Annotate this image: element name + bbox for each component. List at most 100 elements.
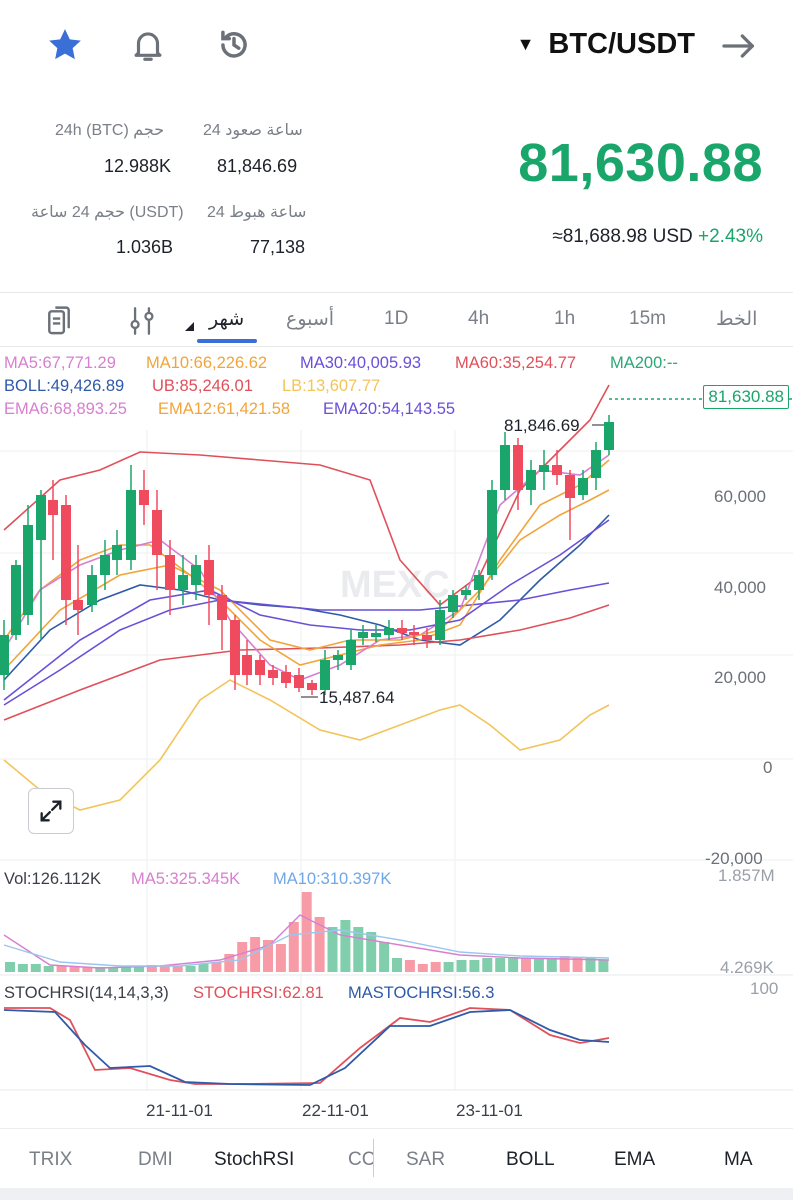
tab-4h[interactable]: 4h bbox=[468, 308, 490, 329]
volume-bar bbox=[172, 966, 183, 972]
legend-boll: BOLL:49,426.89 bbox=[4, 377, 125, 395]
volume-label: Vol:126.112K bbox=[4, 870, 101, 888]
volume-bar bbox=[340, 920, 351, 972]
candle bbox=[139, 490, 149, 505]
pair-selector[interactable]: ▼ BTC/USDT bbox=[517, 28, 695, 61]
bottom-strip bbox=[0, 1188, 793, 1200]
star-icon[interactable] bbox=[44, 24, 86, 66]
volume-bar bbox=[275, 944, 286, 972]
volume-bar bbox=[224, 954, 235, 972]
candle bbox=[320, 660, 330, 690]
tab-1d[interactable]: 1D bbox=[384, 308, 409, 329]
lower-band-line bbox=[3, 679, 610, 811]
volume-bar bbox=[95, 967, 106, 972]
price-chart[interactable]: MEXC bbox=[0, 348, 793, 1128]
stochrsi-line bbox=[4, 1007, 610, 1085]
legend-lb: LB:13,607.77 bbox=[282, 377, 381, 395]
candle bbox=[36, 495, 46, 540]
candle bbox=[100, 555, 110, 575]
candle bbox=[242, 655, 252, 675]
volume-bar bbox=[250, 937, 261, 972]
indicator-stochrsi[interactable]: StochRSI bbox=[214, 1149, 295, 1170]
mastochrsi-line bbox=[3, 1009, 610, 1086]
legend-ema6: EMA6:68,893.25 bbox=[4, 400, 127, 418]
volume-bar bbox=[353, 927, 364, 972]
volume-bar bbox=[598, 960, 609, 972]
candle bbox=[281, 672, 291, 683]
indicator-ma[interactable]: MA bbox=[724, 1149, 753, 1170]
candle bbox=[87, 575, 97, 605]
volume-btc-value: 12.988K bbox=[104, 156, 172, 176]
last-price: 81,630.88 bbox=[518, 133, 763, 193]
candle bbox=[384, 628, 394, 635]
indicator-trix[interactable]: TRIX bbox=[29, 1149, 73, 1170]
y-axis-label: 0 bbox=[763, 758, 773, 777]
y-axis-label: 40,000 bbox=[714, 578, 766, 597]
candle bbox=[73, 600, 83, 610]
volume-bar bbox=[404, 960, 415, 972]
ema20-line bbox=[3, 519, 610, 701]
volume-bar bbox=[417, 964, 428, 972]
volume-bar bbox=[443, 962, 454, 972]
history-icon[interactable] bbox=[213, 24, 255, 66]
candle bbox=[126, 490, 136, 560]
candle bbox=[552, 465, 562, 475]
candle bbox=[539, 465, 549, 472]
ma60-line bbox=[3, 604, 610, 721]
bell-icon[interactable] bbox=[127, 24, 169, 66]
volume-bar bbox=[559, 956, 570, 972]
dropdown-corner-icon bbox=[185, 322, 194, 331]
low-marker: 15,487.64 bbox=[319, 688, 395, 707]
candle bbox=[474, 575, 484, 590]
change-percent: +2.43% bbox=[698, 226, 763, 247]
upper-band-line bbox=[3, 384, 610, 607]
volume-bar bbox=[56, 966, 67, 972]
candle bbox=[422, 635, 432, 640]
legend-ma60: MA60:35,254.77 bbox=[455, 354, 577, 372]
divider bbox=[0, 346, 793, 347]
chart-settings-icon[interactable] bbox=[128, 306, 156, 336]
tab-1h[interactable]: 1h bbox=[554, 308, 576, 329]
candle bbox=[487, 490, 497, 575]
high-label: 24 ساعة صعود bbox=[203, 122, 303, 139]
tab-line[interactable]: الخط bbox=[716, 309, 758, 330]
tab-month[interactable]: شهر bbox=[209, 309, 245, 330]
legend-ma10: MA10:66,226.62 bbox=[146, 354, 268, 372]
candle bbox=[513, 445, 523, 490]
candle bbox=[48, 500, 58, 515]
top-bar: ▼ BTC/USDT bbox=[0, 0, 793, 92]
candle bbox=[500, 445, 510, 490]
volume-ma10: MA10:310.397K bbox=[273, 870, 392, 888]
indicator-settings-icon[interactable] bbox=[44, 304, 74, 338]
candle bbox=[435, 610, 445, 640]
ma10-line bbox=[3, 459, 610, 666]
stochrsi-axis-top: 100 bbox=[750, 979, 779, 998]
volume-bar bbox=[572, 958, 583, 972]
high-value: 81,846.69 bbox=[217, 156, 298, 176]
tab-week[interactable]: أسبوع bbox=[286, 309, 335, 330]
indicator-ema[interactable]: EMA bbox=[614, 1149, 656, 1170]
volume-bar bbox=[495, 958, 506, 972]
watermark-logo: MEXC bbox=[340, 564, 450, 606]
candle bbox=[604, 422, 614, 450]
volume-ma10-line bbox=[3, 929, 610, 967]
legend-ma30: MA30:40,005.93 bbox=[300, 354, 422, 372]
candle bbox=[268, 670, 278, 678]
indicator-sar[interactable]: SAR bbox=[406, 1149, 446, 1170]
volume-bar bbox=[379, 942, 390, 972]
volume-usdt-label: حجم 24 ساعة (USDT) bbox=[31, 204, 184, 221]
volume-bar bbox=[237, 942, 248, 972]
volume-bar bbox=[146, 965, 157, 972]
volume-bar bbox=[314, 917, 325, 972]
indicator-dmi[interactable]: DMI bbox=[138, 1149, 173, 1170]
indicator-cci[interactable]: CC bbox=[348, 1149, 373, 1170]
legend-ub: UB:85,246.01 bbox=[152, 377, 253, 395]
tab-15m[interactable]: 15m bbox=[629, 308, 666, 329]
arrow-right-icon[interactable] bbox=[719, 26, 759, 66]
indicator-boll[interactable]: BOLL bbox=[506, 1149, 555, 1170]
expand-button[interactable] bbox=[28, 788, 74, 834]
candle bbox=[307, 683, 317, 690]
volume-usdt-value: 1.036B bbox=[116, 237, 174, 257]
candle bbox=[294, 675, 304, 688]
low-value: 77,138 bbox=[250, 237, 306, 257]
